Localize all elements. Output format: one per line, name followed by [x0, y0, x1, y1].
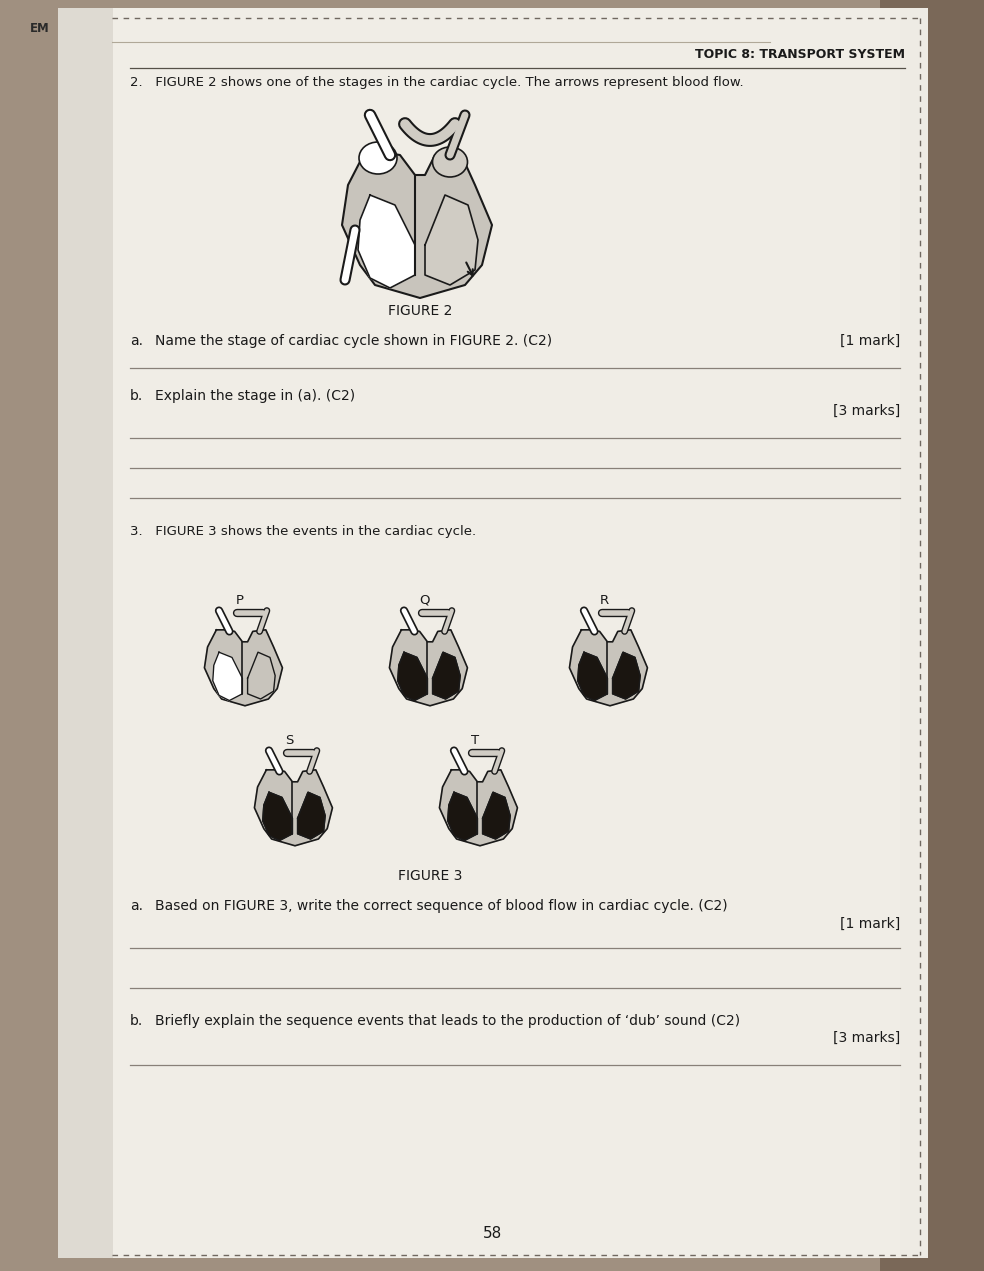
Text: Based on FIGURE 3, write the correct sequence of blood flow in cardiac cycle. (C: Based on FIGURE 3, write the correct seq… [155, 899, 727, 913]
Polygon shape [342, 153, 492, 297]
Polygon shape [578, 652, 607, 700]
Text: 58: 58 [482, 1227, 502, 1240]
Text: FIGURE 2: FIGURE 2 [388, 304, 453, 318]
Text: S: S [285, 733, 294, 747]
Bar [880, 0, 984, 1271]
Polygon shape [398, 652, 427, 700]
Text: FIGURE 3: FIGURE 3 [398, 869, 462, 883]
Text: Briefly explain the sequence events that leads to the production of ‘dub’ sound : Briefly explain the sequence events that… [155, 1014, 740, 1028]
Text: [3 marks]: [3 marks] [832, 404, 900, 418]
Ellipse shape [433, 147, 467, 177]
Text: [3 marks]: [3 marks] [832, 1031, 900, 1045]
Text: a.: a. [130, 334, 143, 348]
Polygon shape [390, 630, 467, 705]
Polygon shape [570, 630, 647, 705]
Bar [58, 8, 113, 1258]
Text: Explain the stage in (a). (C2): Explain the stage in (a). (C2) [155, 389, 355, 403]
Text: [1 mark]: [1 mark] [839, 916, 900, 930]
Polygon shape [358, 194, 415, 289]
Text: b.: b. [130, 389, 144, 403]
Polygon shape [482, 792, 510, 839]
Text: P: P [236, 594, 244, 606]
Polygon shape [425, 194, 478, 285]
Text: EM: EM [30, 22, 50, 36]
Text: [1 mark]: [1 mark] [839, 334, 900, 348]
Text: Q: Q [419, 594, 430, 606]
Polygon shape [248, 652, 276, 699]
Polygon shape [213, 652, 242, 700]
Polygon shape [255, 770, 333, 845]
Bar [58, 8, 928, 1258]
Polygon shape [433, 652, 461, 699]
Text: b.: b. [130, 1014, 144, 1028]
Polygon shape [263, 792, 292, 840]
Text: T: T [470, 733, 479, 747]
Polygon shape [440, 770, 518, 845]
Polygon shape [448, 792, 477, 840]
Text: R: R [600, 594, 609, 606]
Polygon shape [297, 792, 325, 839]
Bar [80, 8, 900, 1258]
Polygon shape [205, 630, 282, 705]
Text: a.: a. [130, 899, 143, 913]
Text: 3.   FIGURE 3 shows the events in the cardiac cycle.: 3. FIGURE 3 shows the events in the card… [130, 525, 476, 538]
Polygon shape [613, 652, 641, 699]
Text: TOPIC 8: TRANSPORT SYSTEM: TOPIC 8: TRANSPORT SYSTEM [695, 48, 905, 61]
Ellipse shape [359, 142, 397, 174]
Text: 2.   FIGURE 2 shows one of the stages in the cardiac cycle. The arrows represent: 2. FIGURE 2 shows one of the stages in t… [130, 76, 744, 89]
Text: Name the stage of cardiac cycle shown in FIGURE 2. (C2): Name the stage of cardiac cycle shown in… [155, 334, 552, 348]
